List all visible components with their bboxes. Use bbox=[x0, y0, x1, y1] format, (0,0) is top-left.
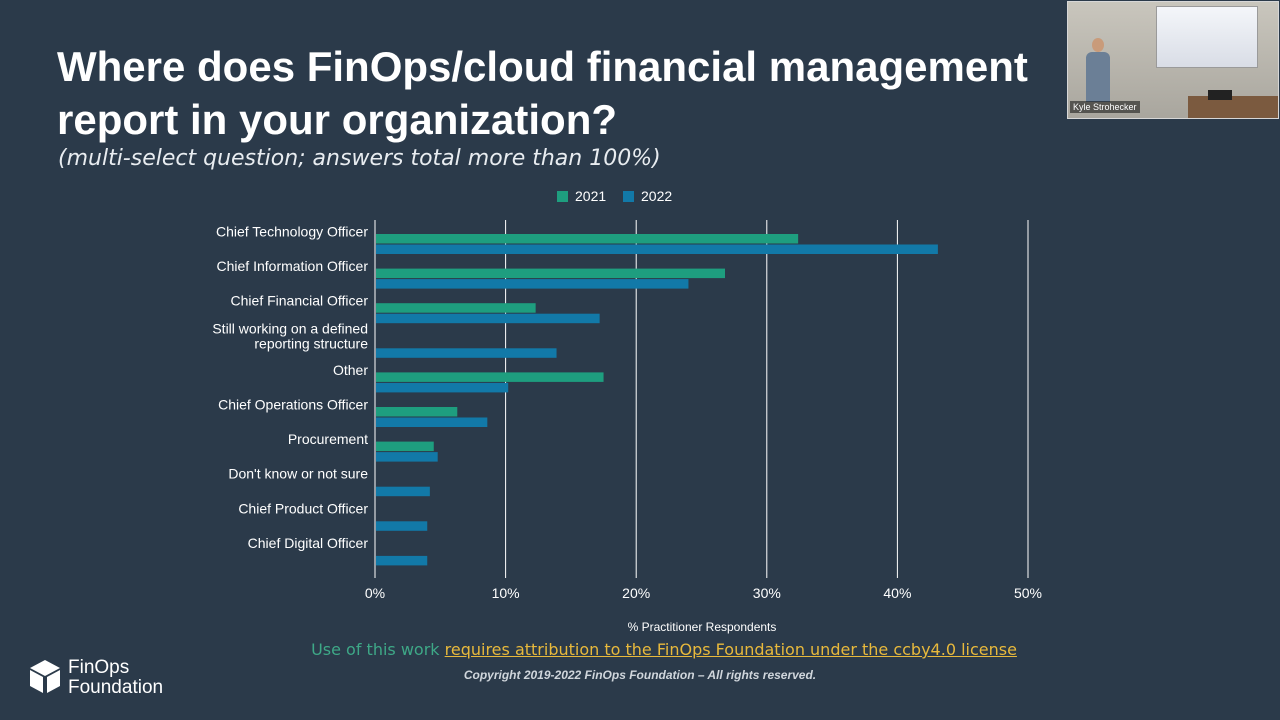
bar-2021 bbox=[376, 407, 458, 417]
category-label: Chief Technology Officer bbox=[216, 224, 368, 240]
logo-line-2: Foundation bbox=[68, 677, 164, 698]
projector-screen bbox=[1156, 6, 1258, 68]
attribution-text: Use of this work bbox=[311, 640, 440, 659]
desk bbox=[1188, 96, 1278, 118]
legend-label: 2022 bbox=[641, 188, 672, 204]
bar-2022 bbox=[376, 486, 430, 497]
bar-2022 bbox=[376, 555, 428, 566]
slide-subtitle: (multi-select question; answers total mo… bbox=[58, 146, 661, 171]
bar-2021 bbox=[376, 303, 536, 313]
attribution-link[interactable]: requires attribution to the FinOps Found… bbox=[444, 640, 1017, 659]
category-label: reporting structure bbox=[254, 335, 368, 351]
x-tick-label: 0% bbox=[365, 585, 385, 601]
legend-swatch bbox=[557, 191, 568, 202]
x-tick-label: 20% bbox=[622, 585, 650, 601]
slide-title: Where does FinOps/cloud financial manage… bbox=[57, 43, 1028, 143]
x-tick-label: 50% bbox=[1014, 585, 1042, 601]
bar-2022 bbox=[376, 521, 428, 531]
bar-2021 bbox=[376, 372, 604, 382]
webcam-video[interactable]: Kyle Strohecker bbox=[1067, 1, 1279, 119]
logo-line-1: FinOps bbox=[68, 657, 130, 678]
attribution: Use of this work requires attribution to… bbox=[0, 640, 1280, 659]
presenter-body bbox=[1086, 52, 1110, 102]
copyright: Copyright 2019-2022 FinOps Foundation – … bbox=[463, 668, 817, 682]
category-label: Chief Operations Officer bbox=[218, 397, 368, 413]
logo-text: FinOps Foundation bbox=[68, 658, 163, 698]
bar-2022 bbox=[376, 313, 600, 324]
x-tick-label: 40% bbox=[883, 585, 911, 601]
laptop bbox=[1208, 90, 1232, 100]
category-label: Chief Financial Officer bbox=[231, 293, 369, 309]
category-label: Other bbox=[333, 362, 368, 378]
presenter-head bbox=[1092, 38, 1104, 52]
bar-2022 bbox=[376, 452, 438, 462]
bar-2022 bbox=[376, 348, 557, 358]
x-tick-label: 10% bbox=[492, 585, 520, 601]
category-label: Chief Digital Officer bbox=[248, 535, 369, 551]
bar-2022 bbox=[376, 244, 938, 254]
x-axis-label: % Practitioner Respondents bbox=[628, 620, 777, 634]
category-label: Chief Product Officer bbox=[238, 500, 368, 516]
category-label: Chief Information Officer bbox=[217, 258, 369, 274]
bar-2021 bbox=[376, 268, 726, 279]
category-label: Don't know or not sure bbox=[228, 466, 368, 482]
bar-2021 bbox=[376, 441, 434, 452]
category-label: Still working on a defined bbox=[212, 320, 368, 336]
presenter-name: Kyle Strohecker bbox=[1070, 101, 1140, 113]
legend-swatch bbox=[623, 191, 634, 202]
finops-logo-icon bbox=[30, 660, 60, 693]
bar-2022 bbox=[376, 382, 509, 393]
category-label: Procurement bbox=[288, 431, 368, 447]
legend-label: 2021 bbox=[575, 188, 606, 204]
bar-2022 bbox=[376, 279, 689, 289]
x-tick-label: 30% bbox=[753, 585, 781, 601]
bar-2021 bbox=[376, 234, 799, 244]
bar-2022 bbox=[376, 417, 488, 427]
